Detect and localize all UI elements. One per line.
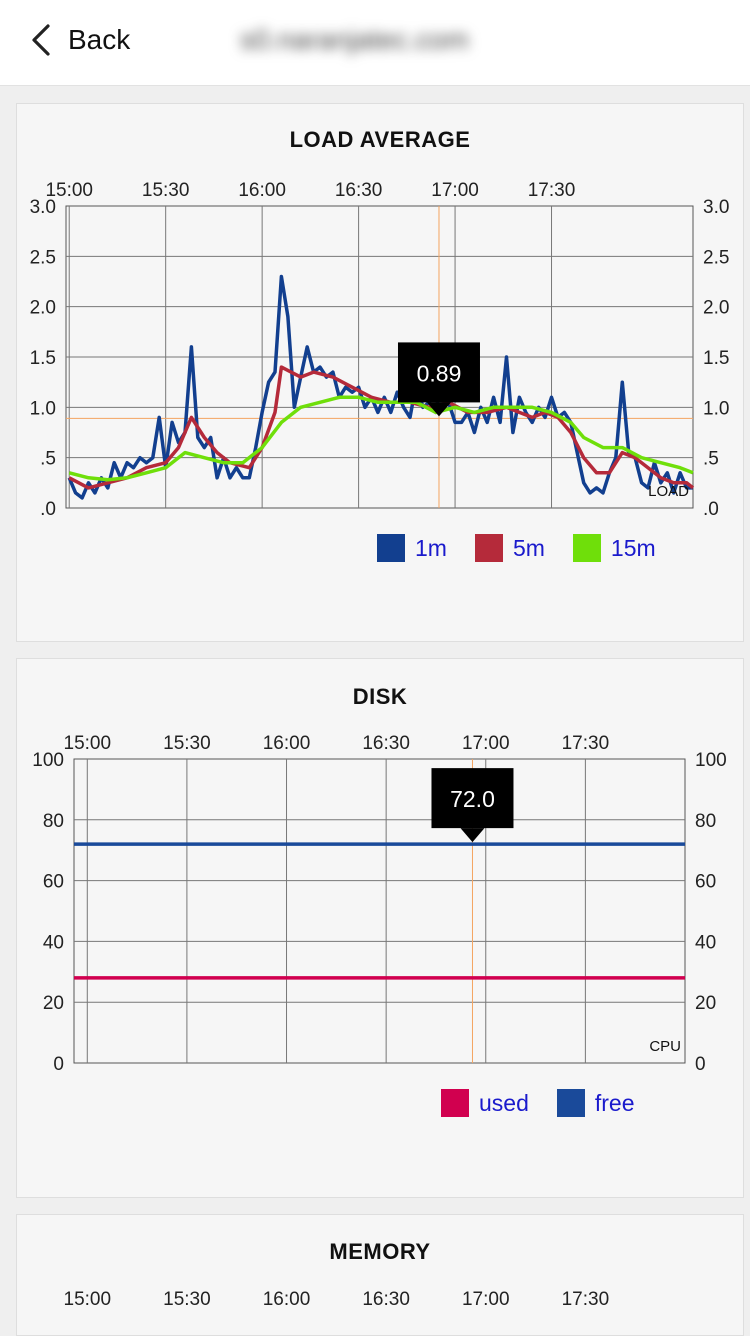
x-tick-label: 17:30 <box>562 733 610 754</box>
x-tick-label: 16:00 <box>238 180 286 201</box>
load-average-card: LOAD AVERAGE 3.0 3.0 2.5 2.5 2.0 2.0 1.5 1.5 1.0… <box>16 103 744 642</box>
disk-legend: used free <box>441 1089 635 1117</box>
x-tick-label: 17:00 <box>462 733 510 754</box>
y-tick-label-left: 20 <box>43 993 64 1014</box>
series-line-15m <box>68 395 694 482</box>
disk-card: DISK 100 100 80 80 60 60 40 40 20 20 0 0 15:00 15:30 1… <box>16 658 744 1198</box>
y-tick-label-right: 20 <box>695 993 716 1014</box>
y-tick-label-right: 60 <box>695 872 716 893</box>
tooltip-box <box>431 768 514 829</box>
y-tick-label-right: 80 <box>695 811 716 832</box>
page-title: s0.naranjatec.com <box>240 24 469 55</box>
x-tick-label: 15:00 <box>45 180 93 201</box>
x-tick-label: 15:30 <box>163 733 211 754</box>
y-tick-label-left: 2.0 <box>30 298 56 319</box>
y-tick-label-left: 0 <box>53 1054 64 1075</box>
x-tick-label: 15:30 <box>163 1289 211 1310</box>
tooltip-box <box>397 342 480 403</box>
tooltip-value: 0.89 <box>417 360 462 386</box>
legend-label: used <box>479 1089 529 1116</box>
chevron-left-icon <box>32 24 50 56</box>
back-button[interactable]: Back <box>28 18 130 62</box>
x-tick-label: 16:30 <box>335 180 383 201</box>
legend-swatch <box>572 534 601 562</box>
tooltip-pointer <box>426 402 451 417</box>
chart-corner-label: CPU <box>649 1038 681 1055</box>
back-label: Back <box>68 24 131 55</box>
y-tick-label-left: 60 <box>43 872 64 893</box>
y-tick-label-right: 40 <box>695 932 716 953</box>
legend-label: 5m <box>512 534 545 561</box>
memory-card: MEMORY 15:00 15:30 16:00 16:30 17:00 17:30 <box>16 1214 744 1336</box>
x-tick-label: 15:00 <box>64 733 112 754</box>
memory-title: MEMORY <box>329 1239 431 1264</box>
chart-corner-label: LOAD <box>648 483 689 500</box>
legend-label: free <box>594 1089 635 1116</box>
legend-item-1m[interactable]: 1m <box>377 534 447 562</box>
legend-label: 15m <box>610 534 656 561</box>
memory-chart[interactable]: 15:00 15:30 16:00 16:30 17:00 17:30 <box>17 1275 743 1335</box>
y-tick-label-left: 80 <box>43 811 64 832</box>
y-tick-label-left: 40 <box>43 932 64 953</box>
plot-area <box>73 758 686 1064</box>
x-tick-label: 16:00 <box>263 1289 311 1310</box>
y-tick-label-right: 1.5 <box>703 348 729 369</box>
x-tick-label: 17:30 <box>562 1289 610 1310</box>
y-tick-label-right: 3.0 <box>703 197 729 218</box>
y-tick-label-left: 1.5 <box>30 348 56 369</box>
disk-chart[interactable]: 100 100 80 80 60 60 40 40 20 20 0 0 15:00 15:30 16:00 1… <box>17 719 743 1139</box>
nav-bar: Back s0.naranjatec.com <box>0 0 750 86</box>
y-tick-label-left: .5 <box>40 449 56 470</box>
x-tick-label: 15:00 <box>64 1289 112 1310</box>
y-tick-label-left: 2.5 <box>30 247 56 268</box>
tooltip-value: 72.0 <box>450 786 495 812</box>
y-tick-label-left: 100 <box>32 750 64 771</box>
series-line-1m <box>67 274 693 500</box>
y-tick-label-left: .0 <box>40 499 56 520</box>
x-tick-label: 17:00 <box>462 1289 510 1310</box>
load-legend: 1m 5m 15m <box>377 534 656 562</box>
x-tick-label: 15:30 <box>142 180 190 201</box>
y-tick-label-left: 1.0 <box>30 398 56 419</box>
y-tick-label-right: .0 <box>703 499 719 520</box>
legend-item-used[interactable]: used <box>441 1089 529 1117</box>
legend-swatch <box>556 1089 585 1117</box>
y-tick-label-right: 100 <box>695 750 727 771</box>
y-tick-label-left: 3.0 <box>30 197 56 218</box>
disk-title: DISK <box>352 684 408 709</box>
x-tick-label: 17:00 <box>431 180 479 201</box>
legend-swatch <box>377 534 405 562</box>
legend-swatch <box>441 1089 469 1117</box>
x-tick-label: 16:30 <box>362 1289 410 1310</box>
tooltip-pointer <box>460 828 485 843</box>
y-tick-label-right: 1.0 <box>703 398 729 419</box>
load-average-chart[interactable]: 3.0 3.0 2.5 2.5 2.0 2.0 1.5 1.5 1.0 1.0 .5 .5 .0 .0 15… <box>17 164 743 584</box>
x-tick-label: 17:30 <box>528 180 576 201</box>
y-tick-label-right: .5 <box>703 449 719 470</box>
x-tick-label: 16:00 <box>263 733 311 754</box>
y-tick-label-right: 0 <box>695 1054 706 1075</box>
y-tick-label-right: 2.0 <box>703 298 729 319</box>
x-tick-label: 16:30 <box>362 733 410 754</box>
load-average-title: LOAD AVERAGE <box>289 127 471 152</box>
legend-item-15m[interactable]: 15m <box>572 534 656 562</box>
legend-item-5m[interactable]: 5m <box>474 534 545 562</box>
legend-label: 1m <box>415 534 447 561</box>
legend-item-free[interactable]: free <box>556 1089 635 1117</box>
y-tick-label-right: 2.5 <box>703 247 729 268</box>
legend-swatch <box>474 534 503 562</box>
